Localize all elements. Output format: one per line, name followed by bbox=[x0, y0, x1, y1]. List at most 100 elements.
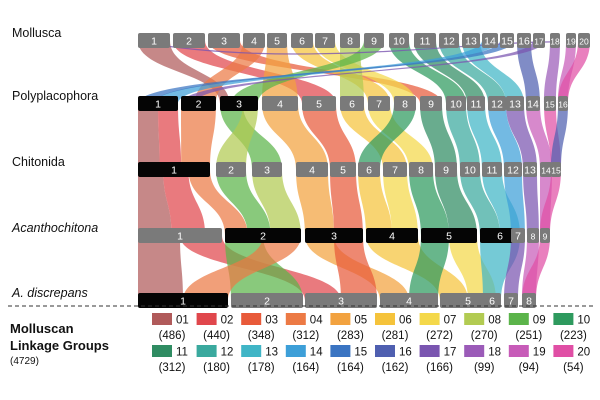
legend-id: 01 bbox=[176, 315, 189, 327]
group-box-bg bbox=[383, 162, 407, 177]
group-box-label: 7 bbox=[515, 230, 521, 242]
group-box: 1 bbox=[138, 96, 178, 111]
group-box-label: 5 bbox=[340, 164, 346, 176]
group-box-bg bbox=[511, 228, 525, 243]
legend-count: (272) bbox=[426, 330, 453, 342]
row-labels-layer: Mollusca Polyplacophora Chitonida Acanthoch… bbox=[11, 26, 98, 300]
group-box-label: 13 bbox=[509, 98, 521, 110]
group-box: 5 bbox=[440, 293, 496, 308]
legend-id: 05 bbox=[354, 315, 367, 327]
ribbon-flow bbox=[504, 235, 525, 301]
legend-item: 08 (270) bbox=[464, 313, 501, 342]
group-box-label: 8 bbox=[347, 35, 353, 47]
group-box-label: 19 bbox=[566, 36, 576, 46]
legend-count: (164) bbox=[337, 362, 364, 374]
group-box-label: 5 bbox=[316, 98, 322, 110]
group-box: 3 bbox=[220, 96, 258, 111]
group-box-bg bbox=[533, 33, 545, 48]
group-box-bg bbox=[173, 33, 205, 48]
group-box-label: 20 bbox=[579, 36, 589, 46]
group-box-bg bbox=[252, 162, 282, 177]
group-box-label: 6 bbox=[497, 230, 503, 242]
group-box-bg bbox=[138, 293, 228, 308]
legend-swatch bbox=[508, 313, 529, 325]
legend-swatch bbox=[330, 313, 351, 325]
legend-count: (348) bbox=[248, 330, 275, 342]
legend-item: 02 (440) bbox=[196, 313, 234, 342]
group-box-bg bbox=[305, 293, 377, 308]
legend-swatch bbox=[508, 345, 529, 357]
group-box-label: 11 bbox=[471, 98, 482, 110]
legend-id: 02 bbox=[221, 315, 234, 327]
legend-id: 12 bbox=[221, 347, 234, 359]
group-box-label: 11 bbox=[420, 35, 431, 47]
legend-title-line1: Molluscan bbox=[10, 321, 74, 336]
group-box-label: 4 bbox=[406, 295, 412, 307]
group-box-bg bbox=[527, 228, 539, 243]
ribbon-flow bbox=[517, 40, 540, 104]
legend: Molluscan Linkage Groups (4729) 01(486)0… bbox=[10, 313, 590, 374]
group-box: 16 bbox=[558, 96, 568, 111]
group-box: 9 bbox=[420, 96, 442, 111]
group-box-bg bbox=[504, 162, 522, 177]
group-box-bg bbox=[181, 96, 216, 111]
group-box: 16 bbox=[517, 33, 531, 48]
ribbon-flow bbox=[522, 235, 550, 301]
group-box: 18 bbox=[550, 33, 560, 48]
group-box-label: 2 bbox=[228, 164, 234, 176]
group-box-label: 6 bbox=[489, 295, 495, 307]
ribbon-flow bbox=[163, 169, 206, 236]
group-box: 8 bbox=[409, 162, 433, 177]
group-box: 4 bbox=[380, 293, 438, 308]
group-box: 7 bbox=[315, 33, 335, 48]
legend-swatch bbox=[285, 313, 306, 325]
row-label: Acanthochitona bbox=[11, 221, 98, 235]
group-box-label: 6 bbox=[299, 35, 305, 47]
legend-count: (180) bbox=[203, 362, 230, 374]
ribbon-flow bbox=[358, 169, 392, 236]
group-box-label: 8 bbox=[418, 164, 424, 176]
legend-swatch bbox=[285, 345, 306, 357]
group-box-label: 2 bbox=[196, 98, 202, 110]
ribbon-flow bbox=[252, 169, 301, 236]
ribbon-flow bbox=[389, 40, 466, 104]
group-box-label: 1 bbox=[151, 35, 157, 47]
group-box: 8 bbox=[394, 96, 416, 111]
group-box-bg bbox=[488, 96, 506, 111]
group-box-label: 12 bbox=[507, 164, 519, 176]
group-box-label: 17 bbox=[534, 36, 544, 46]
group-box: 5 bbox=[267, 33, 287, 48]
group-box: 6 bbox=[340, 96, 364, 111]
legend-item: 12 (180) bbox=[196, 345, 234, 374]
legend-swatch bbox=[464, 313, 485, 325]
group-box: 11 bbox=[482, 162, 502, 177]
legend-count: (178) bbox=[248, 362, 275, 374]
group-box-label: 5 bbox=[446, 230, 452, 242]
ribbon-flow bbox=[551, 103, 568, 170]
legend-id: 03 bbox=[265, 315, 278, 327]
legend-count: (166) bbox=[426, 362, 453, 374]
group-box: 15 bbox=[551, 162, 561, 177]
group-box: 5 bbox=[302, 96, 336, 111]
legend-swatch bbox=[196, 345, 217, 357]
ribbon-flow bbox=[138, 40, 514, 104]
group-box-label: 7 bbox=[376, 98, 382, 110]
ribbon-flow bbox=[195, 40, 265, 104]
ribbon-flow bbox=[526, 103, 552, 170]
legend-swatch bbox=[375, 345, 395, 357]
group-box: 1 bbox=[138, 162, 210, 177]
group-box: 4 bbox=[296, 162, 328, 177]
group-box-bg bbox=[578, 33, 590, 48]
group-box-label: 9 bbox=[543, 231, 548, 241]
group-box-label: 3 bbox=[221, 35, 227, 47]
group-box: 4 bbox=[243, 33, 265, 48]
group-box: 15 bbox=[544, 96, 556, 111]
group-box-bg bbox=[544, 96, 556, 111]
legend-item: 18 (99) bbox=[464, 345, 501, 374]
legend-swatch bbox=[464, 345, 485, 357]
ribbon-flow bbox=[188, 169, 248, 236]
ribbon-flow bbox=[181, 40, 545, 104]
group-box-label: 2 bbox=[264, 295, 270, 307]
group-box-bg bbox=[460, 162, 480, 177]
group-box-bg bbox=[267, 33, 287, 48]
